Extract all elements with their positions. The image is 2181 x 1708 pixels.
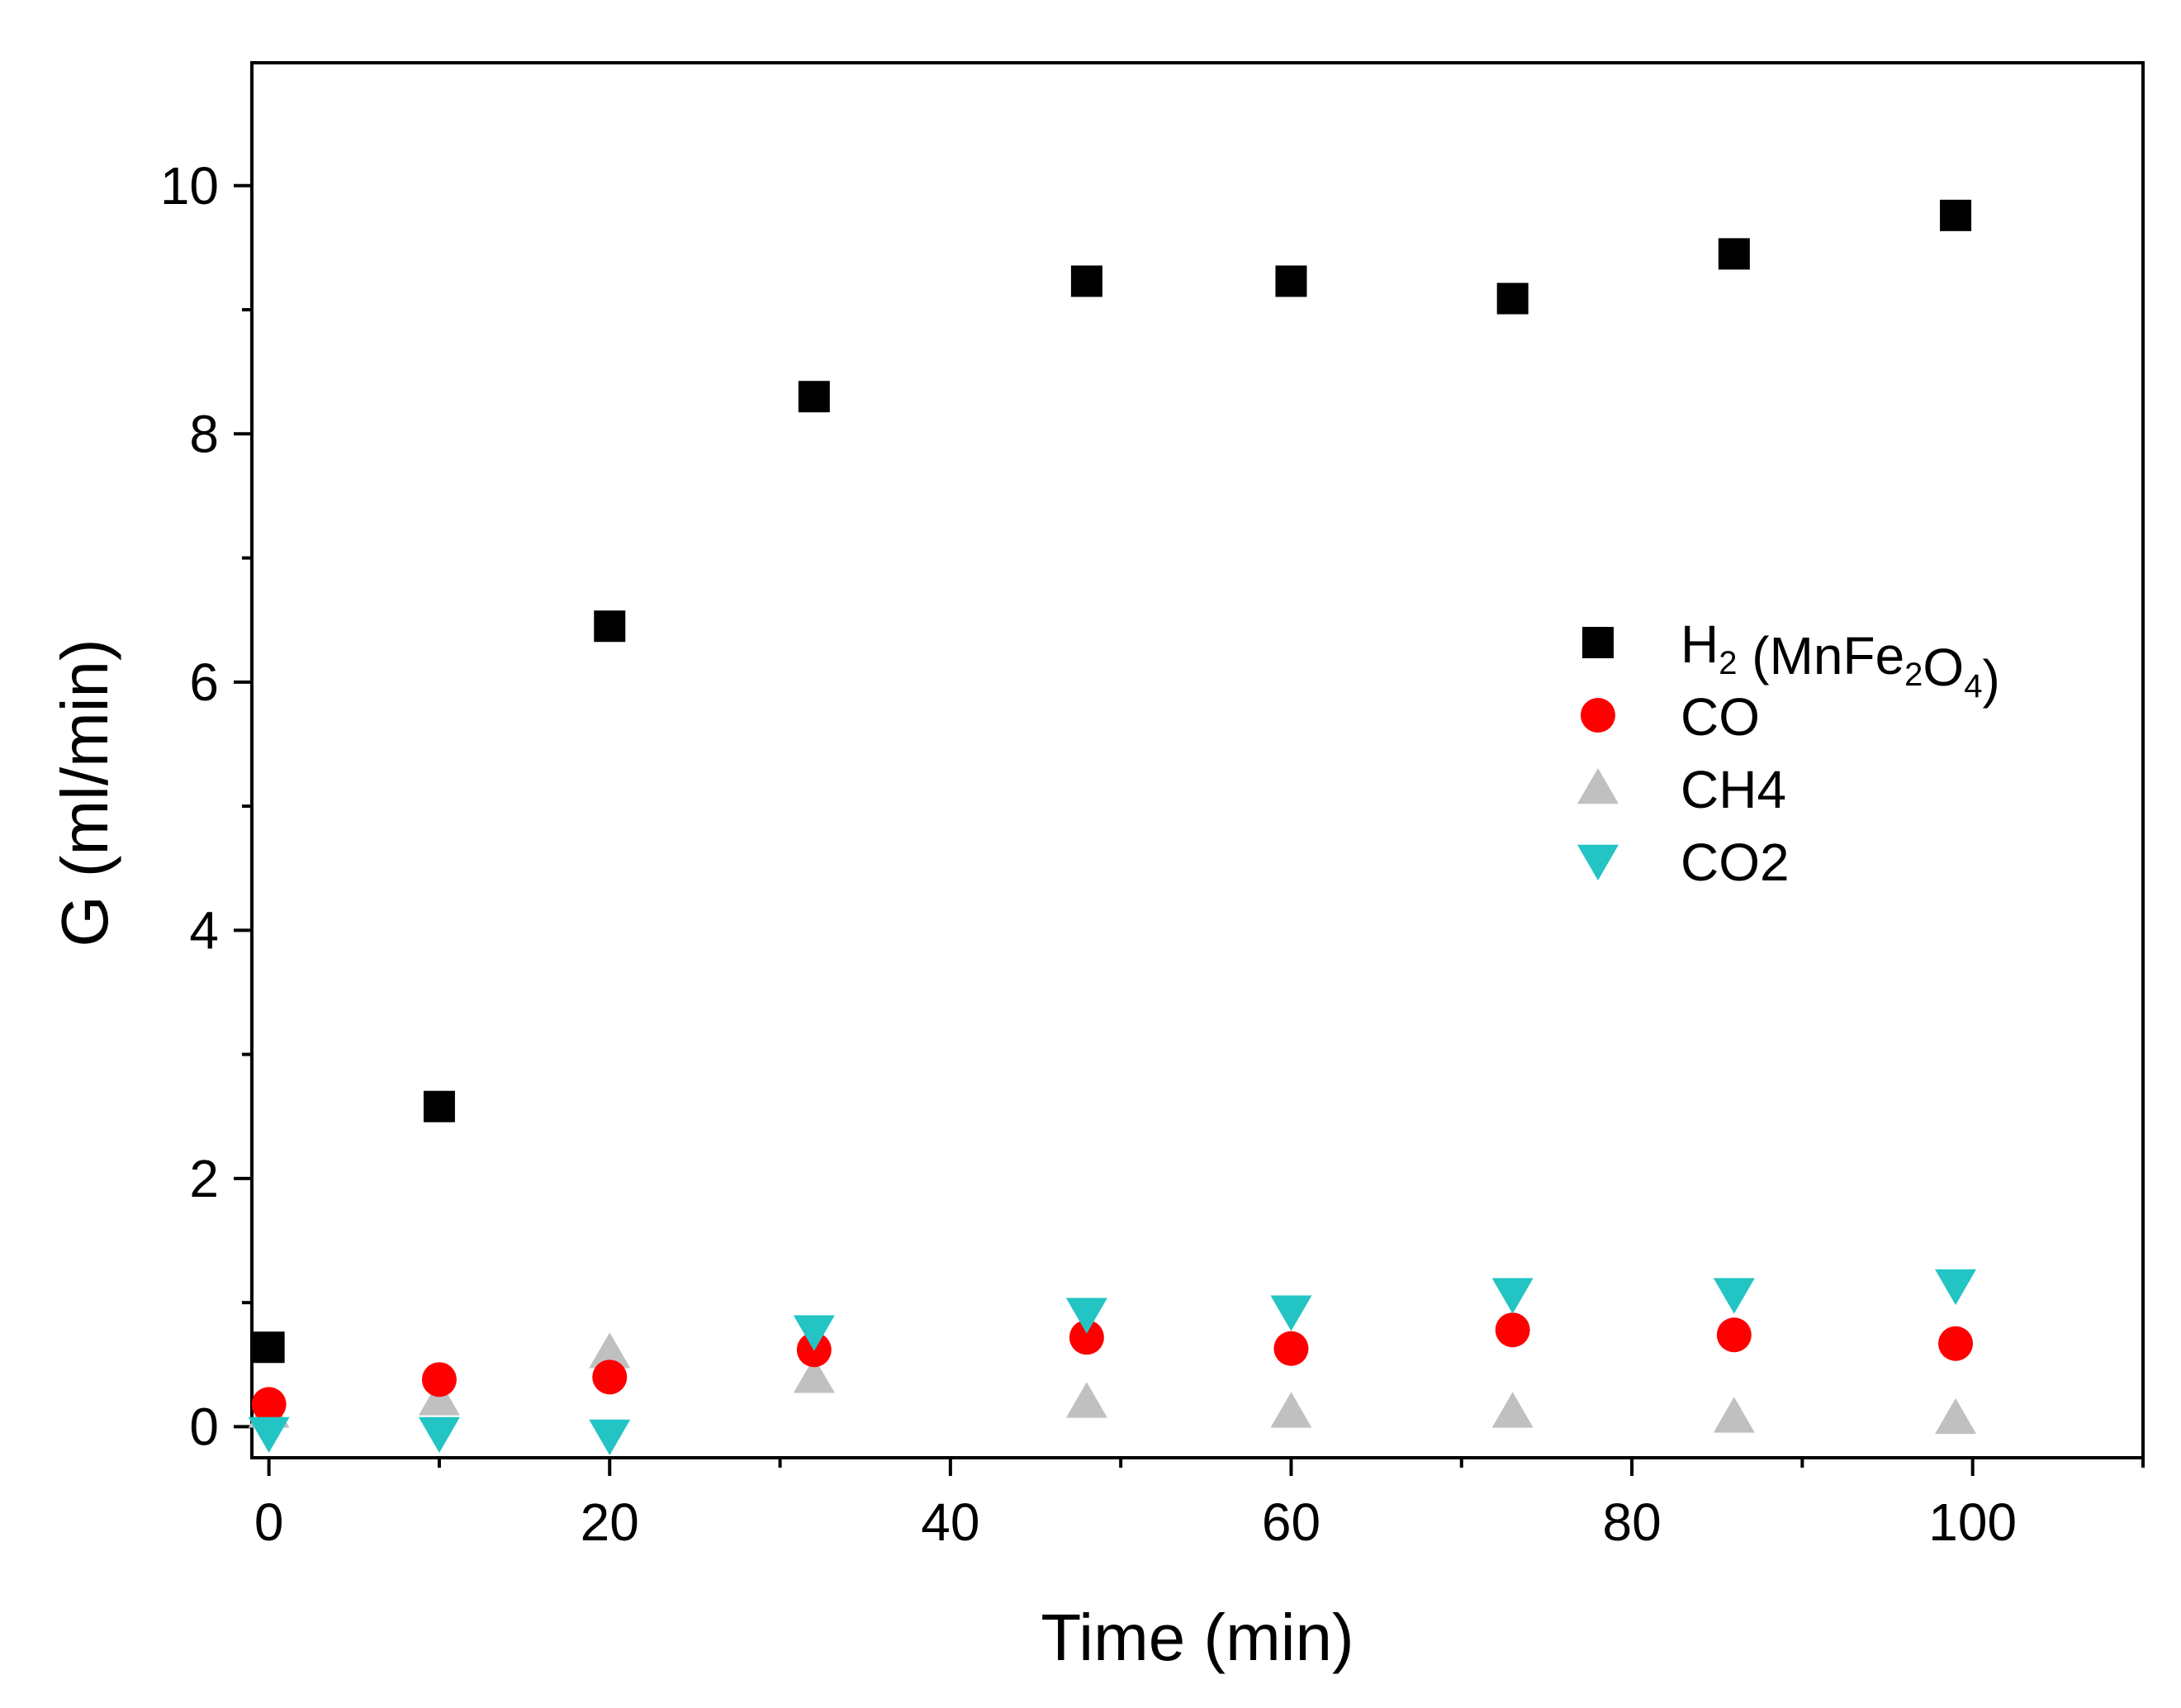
data-point (1270, 1295, 1312, 1331)
legend-text-part: CH4 (1681, 760, 1786, 819)
data-point (1275, 265, 1307, 297)
data-point (1938, 1326, 1974, 1361)
legend-marker (1577, 768, 1619, 804)
axis-ticks (234, 183, 2145, 1476)
legend-marker (1582, 627, 1614, 658)
legend-subscript: 2 (1904, 657, 1923, 693)
data-point (418, 1379, 460, 1416)
data-point (1070, 265, 1102, 297)
x-tick-label: 20 (581, 1492, 639, 1552)
y-tick-label: 2 (189, 1149, 219, 1208)
y-tick-label: 10 (160, 156, 219, 216)
data-point (1065, 1298, 1107, 1334)
data-points (248, 199, 1977, 1455)
legend-label: CO (1681, 687, 1760, 747)
legend-label: CO2 (1681, 833, 1790, 892)
data-point (592, 1359, 628, 1395)
data-point (793, 1357, 835, 1393)
series-co2 (248, 1269, 1977, 1455)
data-point (418, 1416, 460, 1453)
legend-subscript: 2 (1719, 645, 1737, 681)
data-point (793, 1315, 835, 1351)
data-point (1935, 1269, 1977, 1306)
legend-text-part: CO (1681, 687, 1760, 747)
data-point (1935, 1397, 1977, 1435)
data-point (1065, 1382, 1107, 1418)
legend-text-part: (MnFe (1737, 626, 1904, 686)
data-point (1270, 1392, 1312, 1428)
data-point (1716, 1317, 1752, 1353)
data-point (1940, 199, 1972, 231)
x-tick-label: 60 (1262, 1492, 1320, 1552)
data-point (798, 381, 830, 413)
x-tick-label: 80 (1602, 1492, 1661, 1552)
x-tick-label: 40 (921, 1492, 979, 1552)
legend-subscript: 4 (1964, 668, 1982, 705)
legend-text-part: H (1681, 614, 1719, 674)
axis-tick-labels: 0 20 40 60 80 100 0 2 4 6 8 10 (160, 156, 2017, 1552)
series-co (251, 1312, 1974, 1422)
data-point (589, 1419, 631, 1455)
legend-text-part: CO2 (1681, 833, 1790, 892)
legend-text-part: ) (1982, 649, 1999, 709)
data-point (589, 1332, 631, 1369)
legend-label: CH4 (1681, 760, 1786, 819)
data-point (1713, 1397, 1755, 1433)
data-point (594, 610, 626, 643)
data-point (1069, 1320, 1104, 1355)
data-point (248, 1416, 290, 1453)
data-point (423, 1090, 455, 1122)
data-point (1495, 1312, 1530, 1348)
y-axis-title: G (ml/min) (48, 638, 121, 947)
x-tick-label: 100 (1928, 1492, 2017, 1552)
legend-marker (1581, 698, 1615, 733)
data-point (1491, 1278, 1534, 1314)
data-point (1496, 282, 1529, 315)
data-point (253, 1331, 285, 1364)
plot-frame (250, 61, 2145, 1459)
series-h2-mnfe2o4 (253, 199, 1972, 1364)
y-tick-label: 4 (189, 900, 219, 960)
x-tick-label: 0 (254, 1492, 284, 1552)
legend-text-part: O (1923, 638, 1964, 697)
data-point (1273, 1331, 1309, 1366)
series-ch4 (248, 1332, 1977, 1435)
y-tick-label: 6 (189, 652, 219, 712)
y-tick-label: 8 (189, 404, 219, 463)
legend-marker (1577, 844, 1619, 880)
y-tick-label: 0 (189, 1397, 219, 1456)
data-point (421, 1362, 457, 1397)
data-point (1713, 1278, 1755, 1314)
data-point (1718, 238, 1750, 270)
x-axis-title: Time (min) (1041, 1601, 1354, 1674)
data-point (251, 1387, 287, 1422)
legend-label: H2 (MnFe2O4) (1681, 614, 2000, 709)
data-point (1491, 1392, 1534, 1428)
